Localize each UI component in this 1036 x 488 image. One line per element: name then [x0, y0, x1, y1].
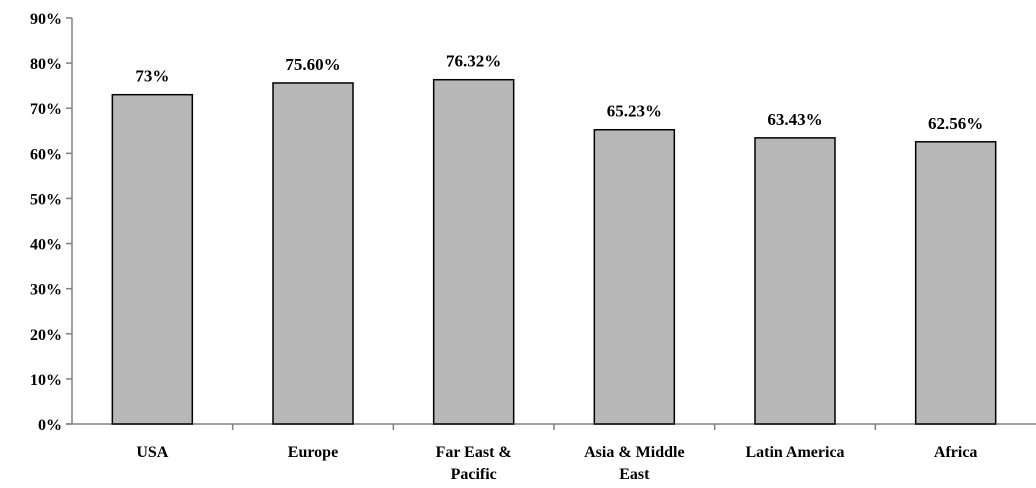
- x-axis: USA Europe Far East & Pacific Asia & Middle E…: [66, 423, 1036, 483]
- y-tick-label: 90%: [30, 11, 62, 28]
- data-labels: 73% 75.60% 76.32% 65.23% 63.43% 62.56%: [135, 52, 983, 133]
- y-tick-label: 40%: [30, 237, 62, 254]
- y-tick-label: 0%: [38, 417, 62, 434]
- bar: [111, 93, 194, 425]
- y-tick-label: 20%: [30, 327, 62, 344]
- y-tick-label: 80%: [30, 56, 62, 73]
- bar-value-label: 75.60%: [285, 55, 340, 74]
- x-tick-label: Far East & Pacific: [436, 444, 512, 483]
- y-tick-label: 10%: [30, 372, 62, 389]
- y-tick-label: 30%: [30, 282, 62, 299]
- bar: [272, 82, 354, 425]
- y-tick-label: 60%: [30, 146, 62, 163]
- x-tick-label: USA: [136, 444, 168, 461]
- x-tick-label: Africa: [934, 444, 978, 461]
- bar-value-label: 73%: [135, 67, 169, 86]
- y-tick-label: 70%: [30, 101, 62, 118]
- bar: [914, 141, 997, 425]
- bar: [593, 128, 676, 425]
- x-tick-label: Europe: [288, 444, 338, 461]
- y-axis: 0% 10% 20% 30% 40% 50% 60% 70% 80% 90%: [30, 11, 73, 434]
- bar: [432, 78, 515, 425]
- bar: [754, 137, 836, 425]
- bar-value-label: 62.56%: [928, 114, 983, 133]
- x-tick-label: Latin America: [745, 444, 844, 461]
- y-tick-label: 50%: [30, 191, 62, 208]
- bar-value-label: 63.43%: [767, 110, 822, 129]
- bar-value-label: 76.32%: [446, 52, 501, 71]
- x-tick-label: Asia & Middle East: [584, 444, 684, 483]
- bar-value-label: 65.23%: [607, 102, 662, 121]
- bars: [111, 78, 997, 425]
